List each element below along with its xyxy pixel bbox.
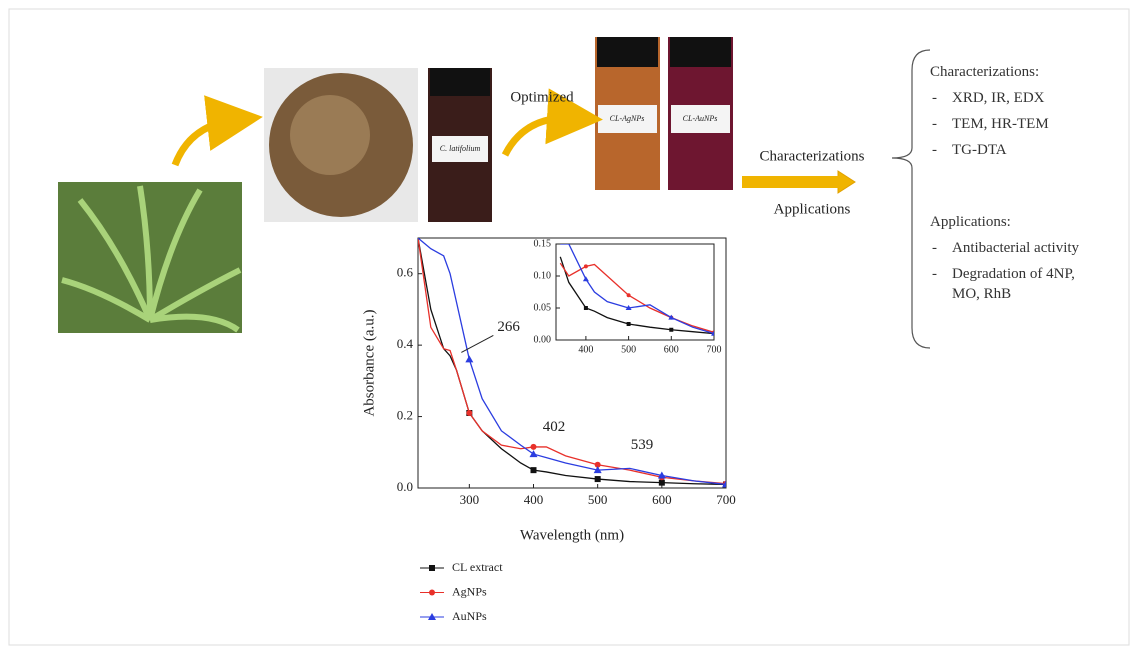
- y-tick-label: 0.4: [397, 336, 414, 351]
- vial-cap: [597, 37, 658, 67]
- curved-arrow: [175, 120, 235, 165]
- y-tick-label: 0.6: [397, 265, 414, 280]
- marker: [531, 467, 537, 473]
- x-tick-label: 600: [652, 492, 672, 507]
- y-tick-label: 0.0: [397, 479, 413, 494]
- marker: [584, 264, 588, 268]
- x-axis-label: Wavelength (nm): [520, 527, 624, 543]
- marker: [584, 306, 588, 310]
- vial-text: CL-AgNPs: [610, 114, 645, 123]
- x-tick-label: 700: [716, 492, 736, 507]
- legend-label: AuNPs: [452, 609, 487, 623]
- legend-label: AgNPs: [452, 584, 487, 598]
- annotation: 539: [631, 437, 654, 453]
- marker: [659, 480, 665, 486]
- characterizations-panel: Characterizations: XRD, IR, EDX TEM, HR-T…: [930, 62, 1102, 160]
- arrow-body: [742, 176, 842, 188]
- x-tick-label: 500: [621, 344, 636, 355]
- legend-label: CL extract: [452, 560, 503, 574]
- annotation: 266: [497, 319, 520, 335]
- arrow-top-label: Characterizations: [760, 148, 865, 164]
- y-tick-label: 0.05: [534, 302, 552, 313]
- list-item: Antibacterial activity: [930, 238, 1102, 258]
- arrow-bottom-label: Applications: [774, 201, 851, 217]
- legend-marker: [429, 590, 435, 596]
- y-axis-label: Absorbance (a.u.): [361, 309, 377, 416]
- y-tick-label: 0.15: [534, 238, 552, 249]
- dried-leaves-light: [290, 95, 370, 175]
- marker: [466, 410, 472, 416]
- marker: [531, 444, 537, 450]
- vial-text: C. latifolium: [440, 144, 481, 153]
- applications-panel: Applications: Antibacterial activity Degr…: [930, 212, 1102, 304]
- y-tick-label: 0.2: [397, 408, 413, 423]
- panel-title: Applications:: [930, 212, 1102, 232]
- list-item: TG-DTA: [930, 140, 1102, 160]
- brace: [892, 50, 930, 348]
- y-tick-label: 0.00: [534, 334, 552, 345]
- legend-marker: [429, 565, 435, 571]
- x-tick-label: 600: [664, 344, 679, 355]
- marker: [595, 476, 601, 482]
- curved-arrow: [505, 118, 575, 155]
- panel-title: Characterizations:: [930, 62, 1102, 82]
- figure: C. latifolium CL-AgNPs CL-AuNPs Optimize…: [0, 0, 1138, 653]
- optimized-label: Optimized: [510, 89, 574, 105]
- list-item: XRD, IR, EDX: [930, 88, 1102, 108]
- y-tick-label: 0.10: [534, 270, 552, 281]
- list-item: TEM, HR-TEM: [930, 114, 1102, 134]
- x-tick-label: 400: [578, 344, 593, 355]
- x-tick-label: 400: [524, 492, 544, 507]
- marker: [669, 328, 673, 332]
- x-tick-label: 300: [460, 492, 480, 507]
- x-tick-label: 700: [707, 344, 722, 355]
- marker: [627, 293, 631, 297]
- x-tick-label: 500: [588, 492, 608, 507]
- vial-cap: [430, 68, 490, 96]
- vial-cap: [670, 37, 731, 67]
- annotation: 402: [543, 419, 566, 435]
- marker: [627, 322, 631, 326]
- vial-text: CL-AuNPs: [683, 114, 718, 123]
- list-item: Degradation of 4NP, MO, RhB: [930, 264, 1102, 304]
